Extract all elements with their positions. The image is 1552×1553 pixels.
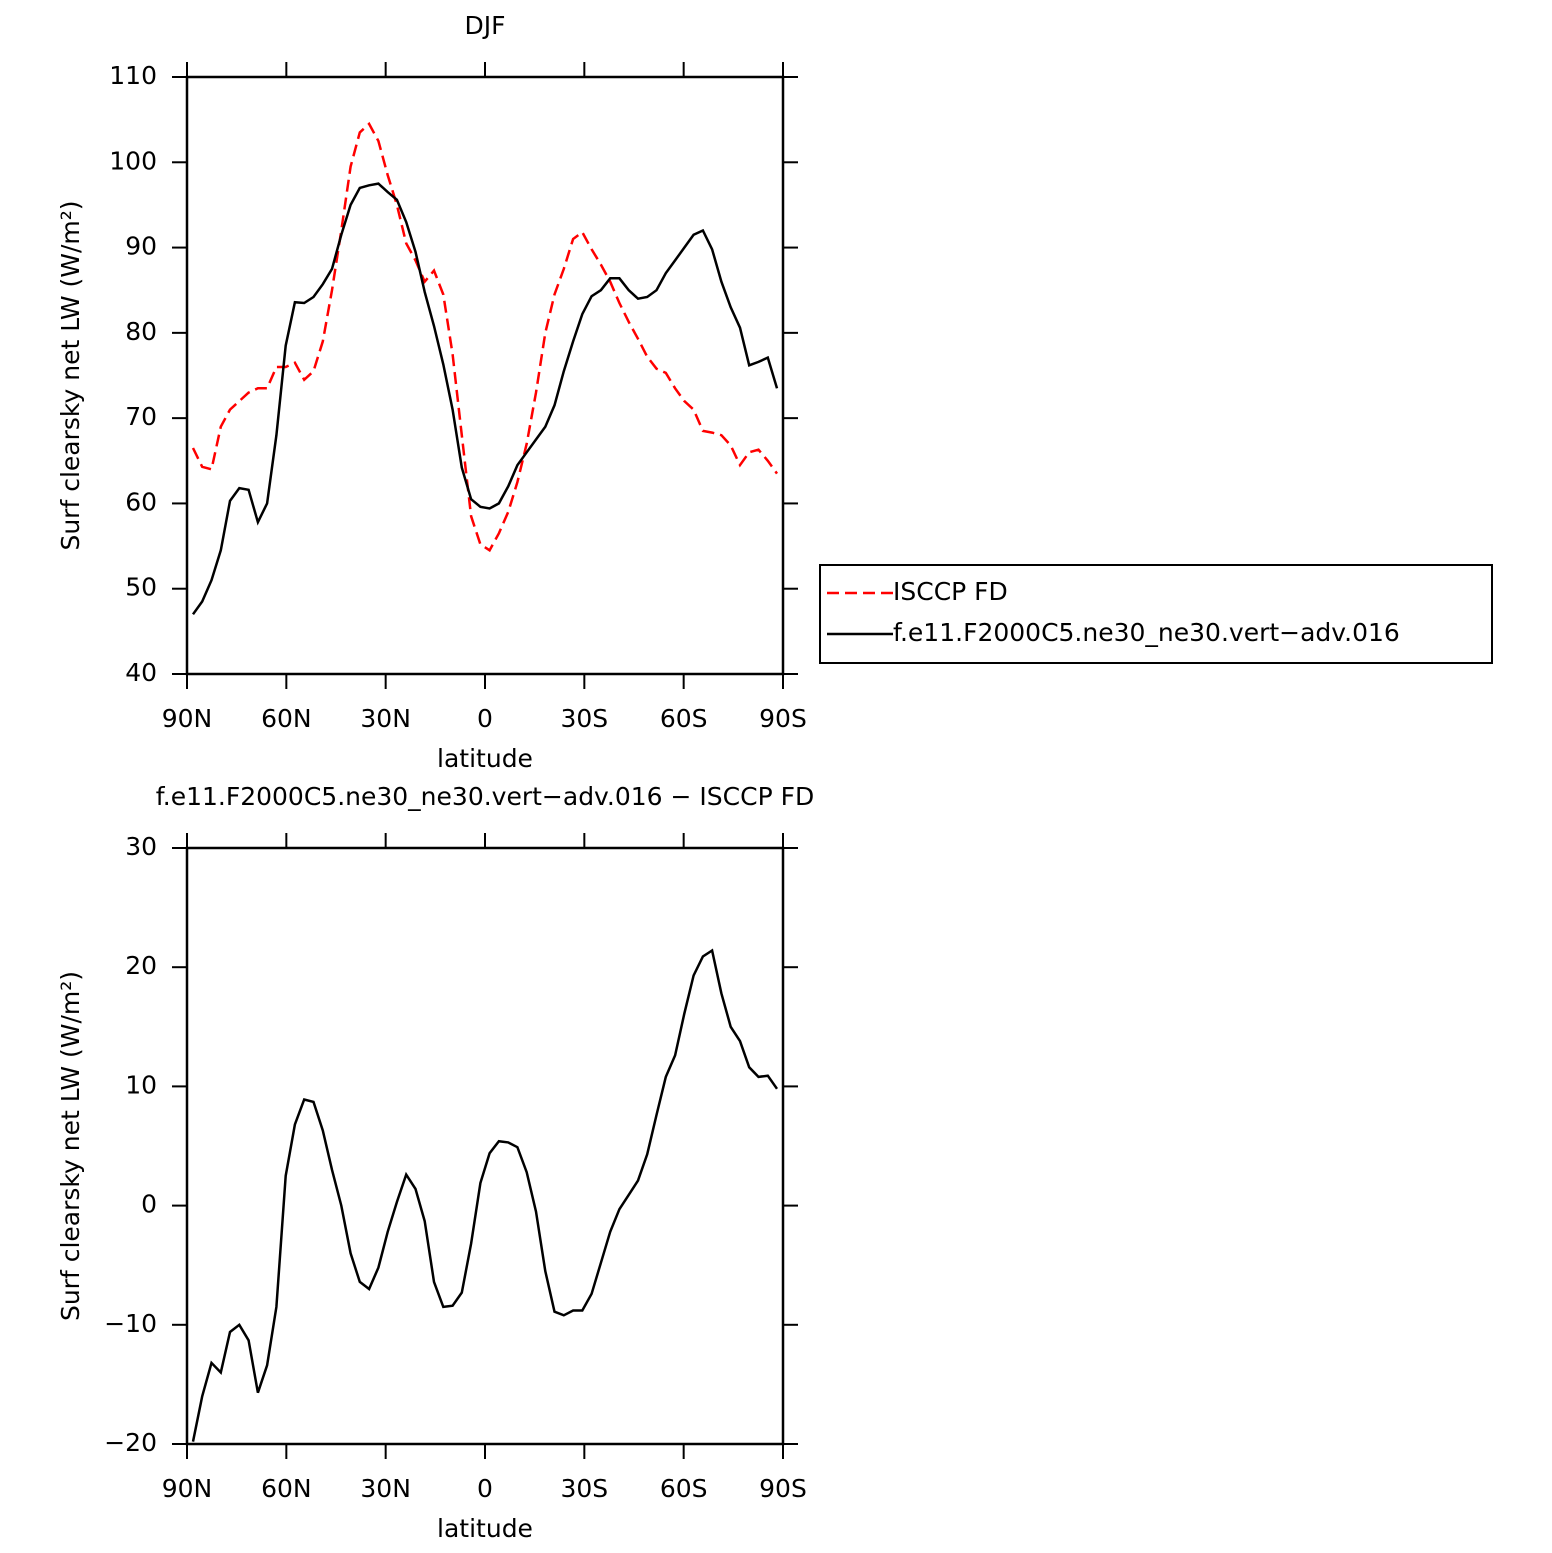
x-tick-label: 60S (660, 704, 708, 733)
x-tick-label: 90S (759, 1474, 807, 1503)
chart-title: DJF (464, 11, 505, 40)
y-tick-label: −10 (104, 1309, 157, 1338)
y-axis-label: Surf clearsky net LW (W/m²) (56, 200, 85, 550)
legend-label: f.e11.F2000C5.ne30_ne30.vert−adv.016 (893, 618, 1400, 647)
x-tick-label: 90S (759, 704, 807, 733)
x-tick-label: 30S (560, 704, 608, 733)
data-line (191, 121, 779, 553)
y-tick-label: 40 (125, 658, 157, 687)
y-tick-label: 70 (125, 402, 157, 431)
y-tick-label: 100 (109, 146, 157, 175)
y-tick-label: 30 (125, 832, 157, 861)
x-tick-label: 0 (477, 704, 493, 733)
plot-frame (185, 846, 785, 1446)
x-tick-label: 30S (560, 1474, 608, 1503)
x-tick-label: 60N (261, 704, 312, 733)
x-tick-label: 30N (360, 1474, 411, 1503)
x-tick-label: 90N (162, 704, 213, 733)
x-tick-label: 90N (162, 1474, 213, 1503)
x-tick-label: 30N (360, 704, 411, 733)
y-tick-label: −20 (104, 1428, 157, 1457)
x-tick-label: 0 (477, 1474, 493, 1503)
x-tick-label: 60N (261, 1474, 312, 1503)
y-tick-label: 110 (109, 61, 157, 90)
y-tick-label: 20 (125, 951, 157, 980)
x-axis-label: latitude (437, 1514, 533, 1543)
y-tick-label: 90 (125, 232, 157, 261)
chart-title: f.e11.F2000C5.ne30_ne30.vert−adv.016 − I… (156, 782, 814, 811)
y-axis-label: Surf clearsky net LW (W/m²) (56, 971, 85, 1321)
legend-label: ISCCP FD (893, 577, 1008, 606)
data-line (191, 182, 779, 616)
x-axis-label: latitude (437, 744, 533, 773)
legend-box (819, 564, 1493, 664)
y-tick-label: 0 (141, 1190, 157, 1219)
y-tick-label: 10 (125, 1070, 157, 1099)
y-tick-label: 60 (125, 487, 157, 516)
y-tick-label: 50 (125, 573, 157, 602)
x-tick-label: 60S (660, 1474, 708, 1503)
data-line (191, 948, 779, 1442)
plot-frame (185, 75, 785, 676)
y-tick-label: 80 (125, 317, 157, 346)
